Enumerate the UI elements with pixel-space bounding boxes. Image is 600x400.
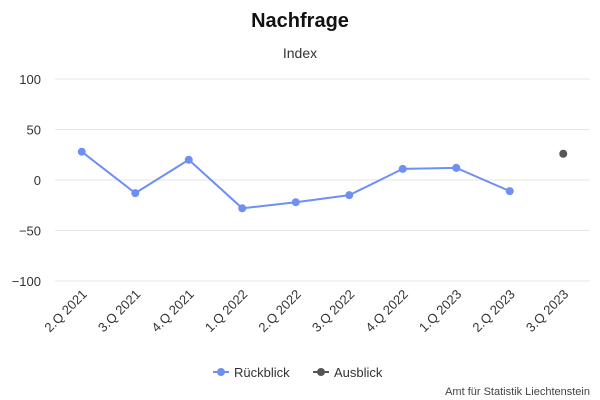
x-tick-label: 1.Q 2023 <box>416 287 464 335</box>
data-point[interactable] <box>131 189 140 198</box>
chart-title: Nachfrage <box>251 10 349 32</box>
data-point[interactable] <box>452 163 461 172</box>
legend-item-rueckblick[interactable]: Rückblick <box>213 365 290 380</box>
x-tick-label: 3.Q 2021 <box>95 287 143 335</box>
data-point[interactable] <box>398 164 407 173</box>
x-tick-label: 2.Q 2023 <box>469 287 517 335</box>
y-tick-label: −100 <box>12 274 41 289</box>
credit-text[interactable]: Amt für Statistik Liechtenstein <box>445 386 590 398</box>
data-point[interactable] <box>184 155 193 164</box>
y-axis: 100 50 0 −50 −100 <box>12 72 41 289</box>
data-point[interactable] <box>291 198 300 207</box>
legend-label: Ausblick <box>334 365 383 380</box>
y-tick-label: 0 <box>34 173 41 188</box>
x-tick-label: 3.Q 2022 <box>309 287 357 335</box>
data-point[interactable] <box>345 191 354 200</box>
data-point[interactable] <box>77 147 86 156</box>
legend-symbol-marker <box>317 368 325 376</box>
legend[interactable]: Rückblick Ausblick <box>213 365 383 380</box>
x-tick-label: 4.Q 2022 <box>362 287 410 335</box>
series-group <box>77 147 568 213</box>
data-point[interactable] <box>505 187 514 196</box>
y-tick-label: 50 <box>27 123 41 138</box>
x-tick-label: 1.Q 2022 <box>202 287 250 335</box>
y-tick-label: 100 <box>19 72 41 87</box>
x-axis: 2.Q 2021 3.Q 2021 4.Q 2021 1.Q 2022 2.Q 2022… <box>41 287 571 335</box>
data-point[interactable] <box>238 204 247 213</box>
legend-label: Rückblick <box>234 365 290 380</box>
grid-lines <box>55 78 590 282</box>
x-tick-label: 2.Q 2021 <box>41 287 89 335</box>
x-tick-label: 4.Q 2021 <box>148 287 196 335</box>
x-tick-label: 2.Q 2022 <box>255 287 303 335</box>
data-point[interactable] <box>559 149 568 158</box>
x-tick-label: 3.Q 2023 <box>523 287 571 335</box>
legend-item-ausblick[interactable]: Ausblick <box>313 365 383 380</box>
y-tick-label: −50 <box>19 224 41 239</box>
chart-subtitle: Index <box>283 45 317 61</box>
legend-symbol-marker <box>217 368 225 376</box>
